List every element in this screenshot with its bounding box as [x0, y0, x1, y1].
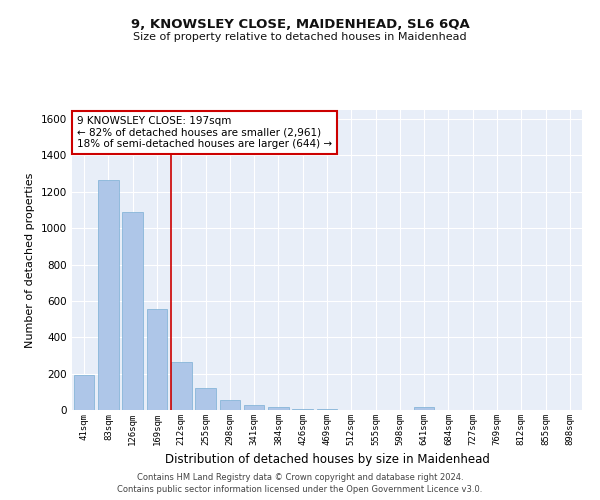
Bar	[317, 409, 337, 410]
Text: Contains HM Land Registry data © Crown copyright and database right 2024.: Contains HM Land Registry data © Crown c…	[137, 472, 463, 482]
Bar	[122, 212, 143, 410]
Bar	[146, 309, 167, 410]
Bar	[268, 406, 289, 410]
Bar	[292, 408, 313, 410]
Text: Size of property relative to detached houses in Maidenhead: Size of property relative to detached ho…	[133, 32, 467, 42]
Text: 9, KNOWSLEY CLOSE, MAIDENHEAD, SL6 6QA: 9, KNOWSLEY CLOSE, MAIDENHEAD, SL6 6QA	[131, 18, 469, 30]
Bar	[220, 400, 240, 410]
Bar	[414, 406, 434, 410]
Bar	[244, 404, 265, 410]
X-axis label: Distribution of detached houses by size in Maidenhead: Distribution of detached houses by size …	[164, 454, 490, 466]
Text: 9 KNOWSLEY CLOSE: 197sqm
← 82% of detached houses are smaller (2,961)
18% of sem: 9 KNOWSLEY CLOSE: 197sqm ← 82% of detach…	[77, 116, 332, 149]
Bar	[74, 374, 94, 410]
Bar	[171, 362, 191, 410]
Text: Contains public sector information licensed under the Open Government Licence v3: Contains public sector information licen…	[118, 485, 482, 494]
Y-axis label: Number of detached properties: Number of detached properties	[25, 172, 35, 348]
Bar	[98, 180, 119, 410]
Bar	[195, 388, 216, 410]
